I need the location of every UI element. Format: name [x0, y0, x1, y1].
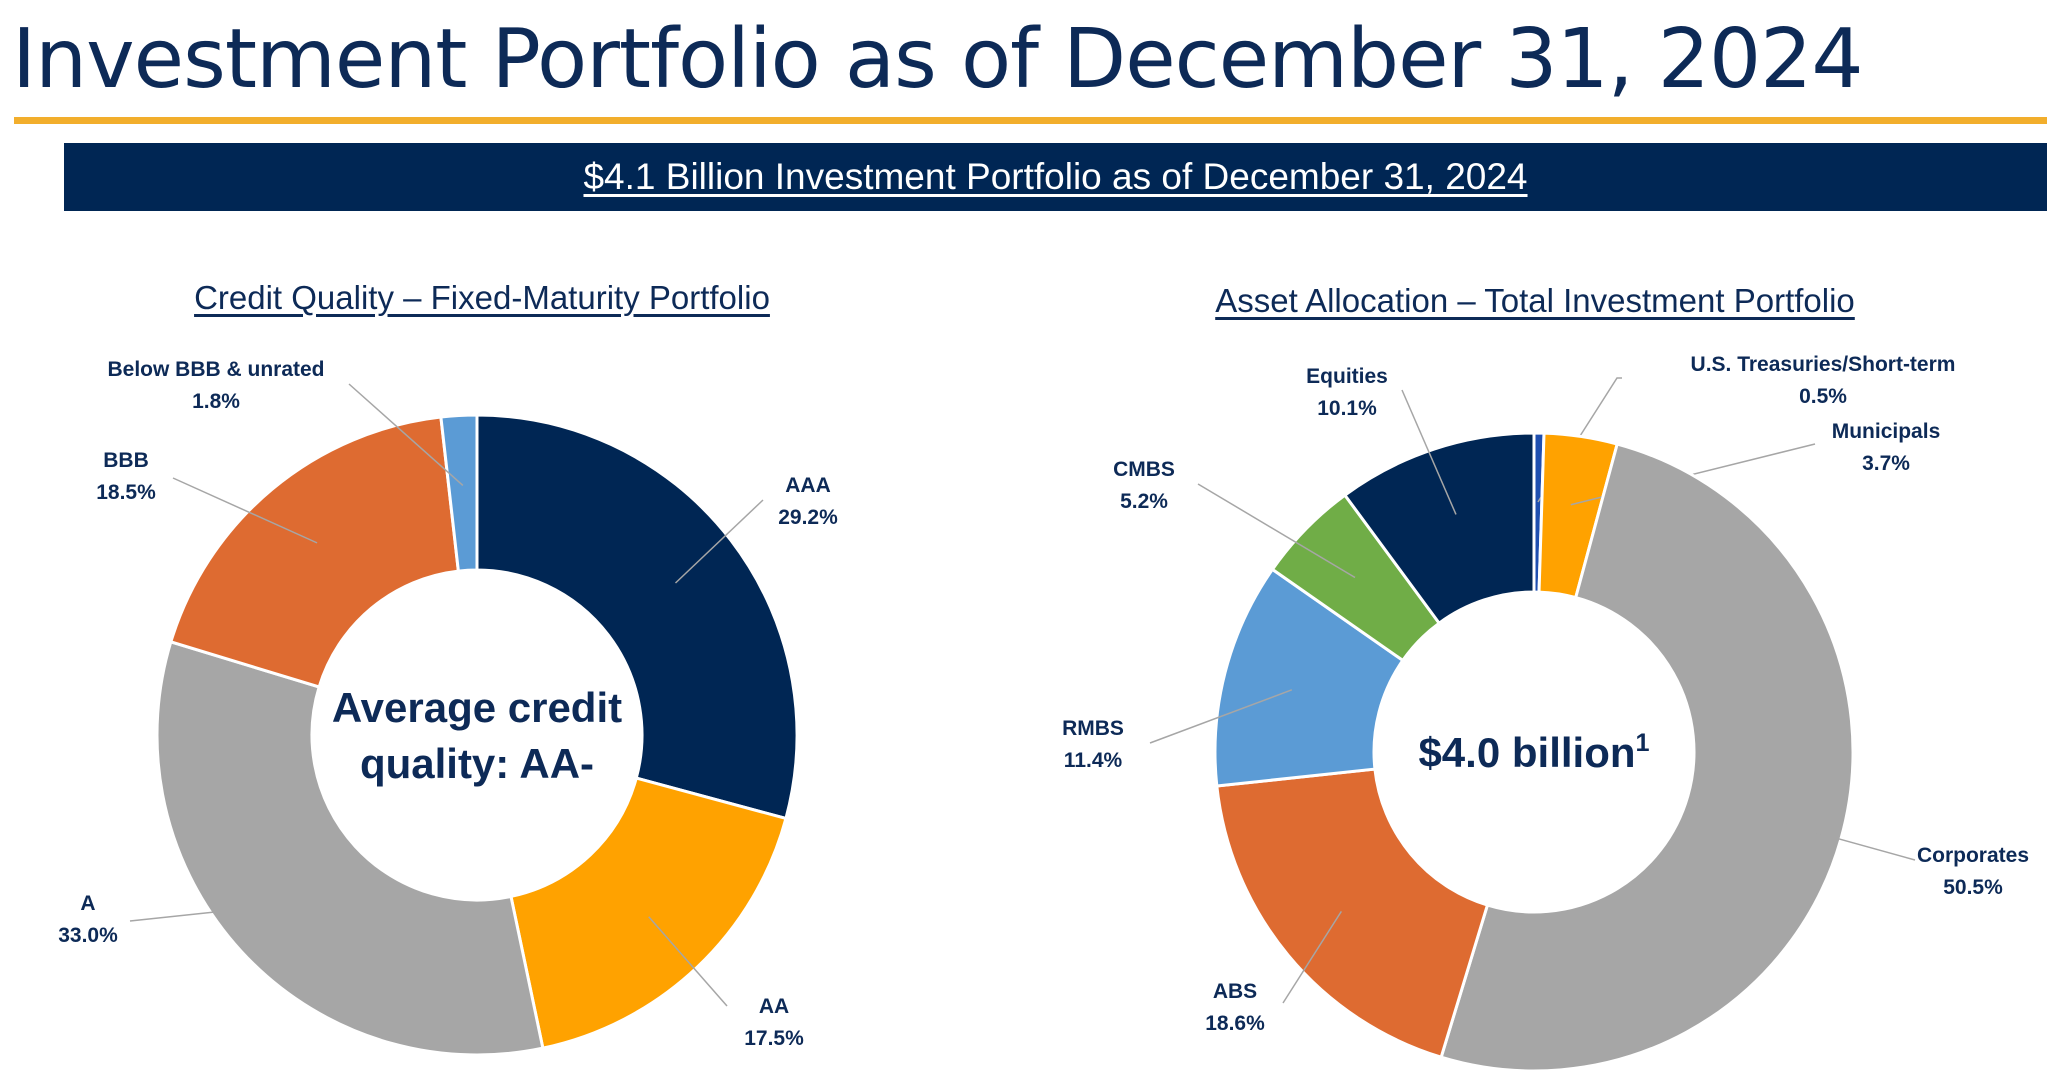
value-label-below-bbb-unrated: 1.8% [192, 390, 240, 413]
slice-below-bbb-unrated [439, 413, 479, 573]
slice-rmbs [1213, 567, 1405, 788]
leader-line-aaa [674, 499, 764, 584]
slice-aaa [475, 413, 799, 821]
leader-line-equities [1401, 389, 1457, 515]
category-label-rmbs: RMBS [1062, 717, 1124, 740]
slice-equities [1342, 431, 1536, 626]
slice-a [155, 639, 545, 1057]
leader-line-abs [1282, 910, 1343, 1004]
center-text-line-1: Average credit [332, 684, 622, 731]
slice-aa [509, 776, 788, 1050]
value-label-aa: 17.5% [744, 1027, 804, 1050]
category-label-u-s-treasuries-short-term: U.S. Treasuries/Short-term [1691, 353, 1956, 376]
value-label-abs: 18.6% [1205, 1012, 1265, 1035]
banner-text: $4.1 Billion Investment Portfolio as of … [583, 156, 1528, 197]
category-label-aaa: AAA [785, 474, 831, 497]
value-label-municipals: 3.7% [1862, 452, 1910, 475]
category-label-a: A [80, 892, 95, 915]
leader-line-corporates [1774, 820, 1916, 861]
title-rule [14, 117, 2047, 124]
value-label-bbb: 18.5% [96, 481, 156, 504]
leader-line-bbb [172, 477, 318, 544]
category-label-cmbs: CMBS [1113, 458, 1175, 481]
asset-allocation-chart-title: Asset Allocation – Total Investment Port… [1215, 282, 1855, 319]
category-label-corporates: Corporates [1917, 844, 2029, 867]
value-label-a: 33.0% [58, 924, 118, 947]
category-label-municipals: Municipals [1832, 420, 1941, 443]
slice-abs [1215, 767, 1490, 1060]
center-footnote-marker: 1 [1636, 729, 1650, 757]
category-label-abs: ABS [1213, 980, 1257, 1003]
value-label-equities: 10.1% [1317, 397, 1377, 420]
category-label-aa: AA [759, 995, 789, 1018]
leader-line-a [129, 903, 293, 922]
category-label-bbb: BBB [103, 449, 149, 472]
value-label-u-s-treasuries-short-term: 0.5% [1799, 385, 1847, 408]
leader-line-below-bbb-unrated [348, 383, 464, 486]
center-text-line-1: $4.0 billion1 [1418, 729, 1649, 776]
center-text-line-2: quality: AA- [360, 740, 594, 787]
slice-corporates [1439, 442, 1855, 1073]
page-title: Investment Portfolio as of December 31, … [12, 12, 1863, 107]
leader-line-aa [648, 916, 728, 1007]
category-label-below-bbb-unrated: Below BBB & unrated [107, 358, 324, 381]
value-label-rmbs: 11.4% [1064, 749, 1123, 772]
leader-line-rmbs [1149, 689, 1293, 744]
leader-line-cmbs [1197, 483, 1356, 579]
slice-bbb [168, 415, 461, 689]
banner: $4.1 Billion Investment Portfolio as of … [64, 143, 2047, 211]
value-label-corporates: 50.5% [1943, 876, 2003, 899]
value-label-cmbs: 5.2% [1120, 490, 1168, 513]
value-label-aaa: 29.2% [778, 506, 838, 529]
category-label-equities: Equities [1306, 365, 1388, 388]
credit-quality-chart-title: Credit Quality – Fixed-Maturity Portfoli… [194, 279, 770, 316]
